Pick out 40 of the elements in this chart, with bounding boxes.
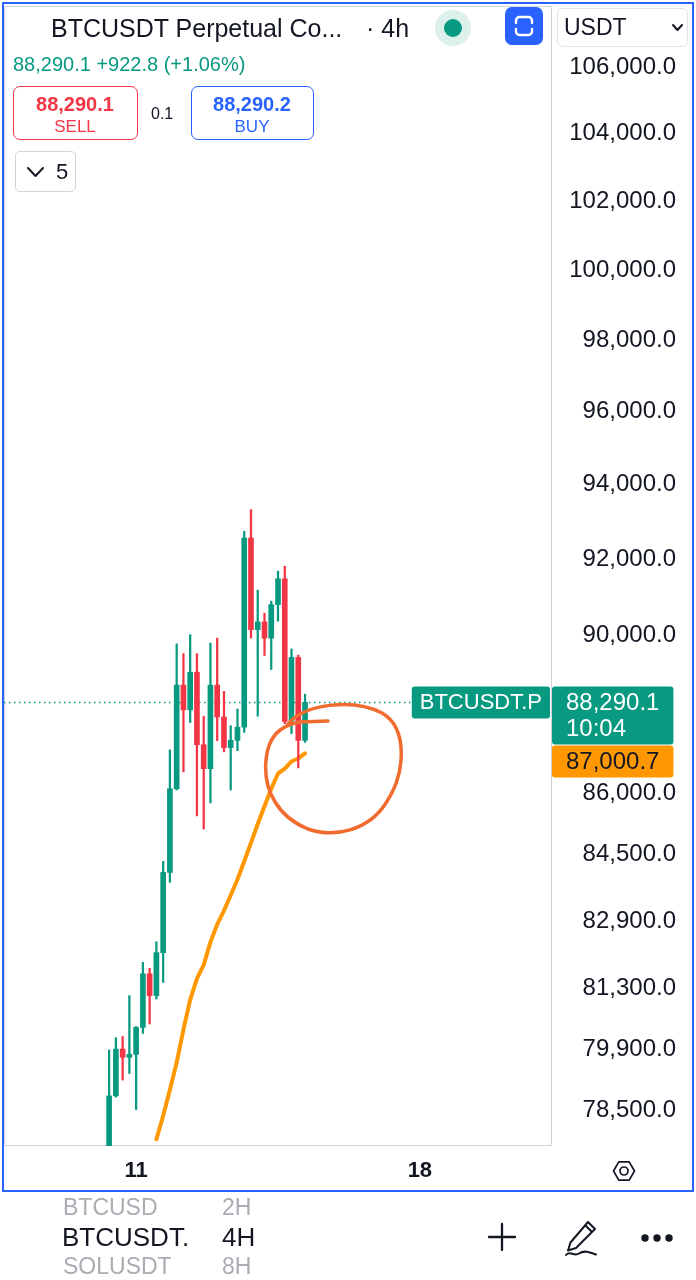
text: BTCUSD [63,1193,158,1221]
chart-title: BTCUSDT Perpetual Co... [51,13,343,43]
text: 2H [222,1193,252,1221]
buy-button: 88,290.2 BUY [191,86,314,140]
y-tick-label: 78,500.0 [582,1095,676,1123]
sell-button: 88,290.1 SELL [13,86,138,140]
y-tick-label: 102,000.0 [569,185,676,213]
y-tick-label: 84,500.0 [582,839,676,867]
text: 87,000.7 [566,747,660,775]
count-dropdown: 5 [15,151,76,192]
text: 4H [222,1222,256,1253]
currency-dropdown: USDT [557,8,688,47]
y-tick-label: 81,300.0 [582,973,676,1001]
text: BTCUSDT. [62,1222,190,1253]
text: 88,290.1 [566,688,660,716]
y-tick-label: 94,000.0 [582,469,676,497]
text: 88,290.1 +922.8 (+1.06%) [13,52,246,76]
y-tick-label: 96,000.0 [582,396,676,424]
annotation: 88,290.1 [36,92,114,116]
ref-line-label: BTCUSDT.P [419,689,543,715]
text: 10:04 [566,714,627,742]
text: 8H [222,1252,252,1280]
x-tick-label: 18 [407,1157,433,1183]
y-tick-label: 106,000.0 [569,52,676,80]
annotation: 5 [56,158,69,185]
y-tick-label: 90,000.0 [582,620,676,648]
annotation: 88,290.2 [213,92,291,116]
y-tick-label: 92,000.0 [582,544,676,572]
annotation: · 4h [366,13,410,43]
y-tick-label: 100,000.0 [569,254,676,282]
annotation: SELL [54,117,96,137]
text: SOLUSDT [63,1252,172,1280]
y-tick-label: 82,900.0 [582,905,676,933]
x-tick-label: 11 [124,1157,148,1183]
y-tick-label: 98,000.0 [582,324,676,352]
y-tick-label: 104,000.0 [569,118,676,146]
y-tick-label: 86,000.0 [582,778,676,806]
annotation: 0.1 [151,105,174,124]
y-tick-label: 79,900.0 [582,1033,676,1061]
annotation: BUY [234,117,270,137]
